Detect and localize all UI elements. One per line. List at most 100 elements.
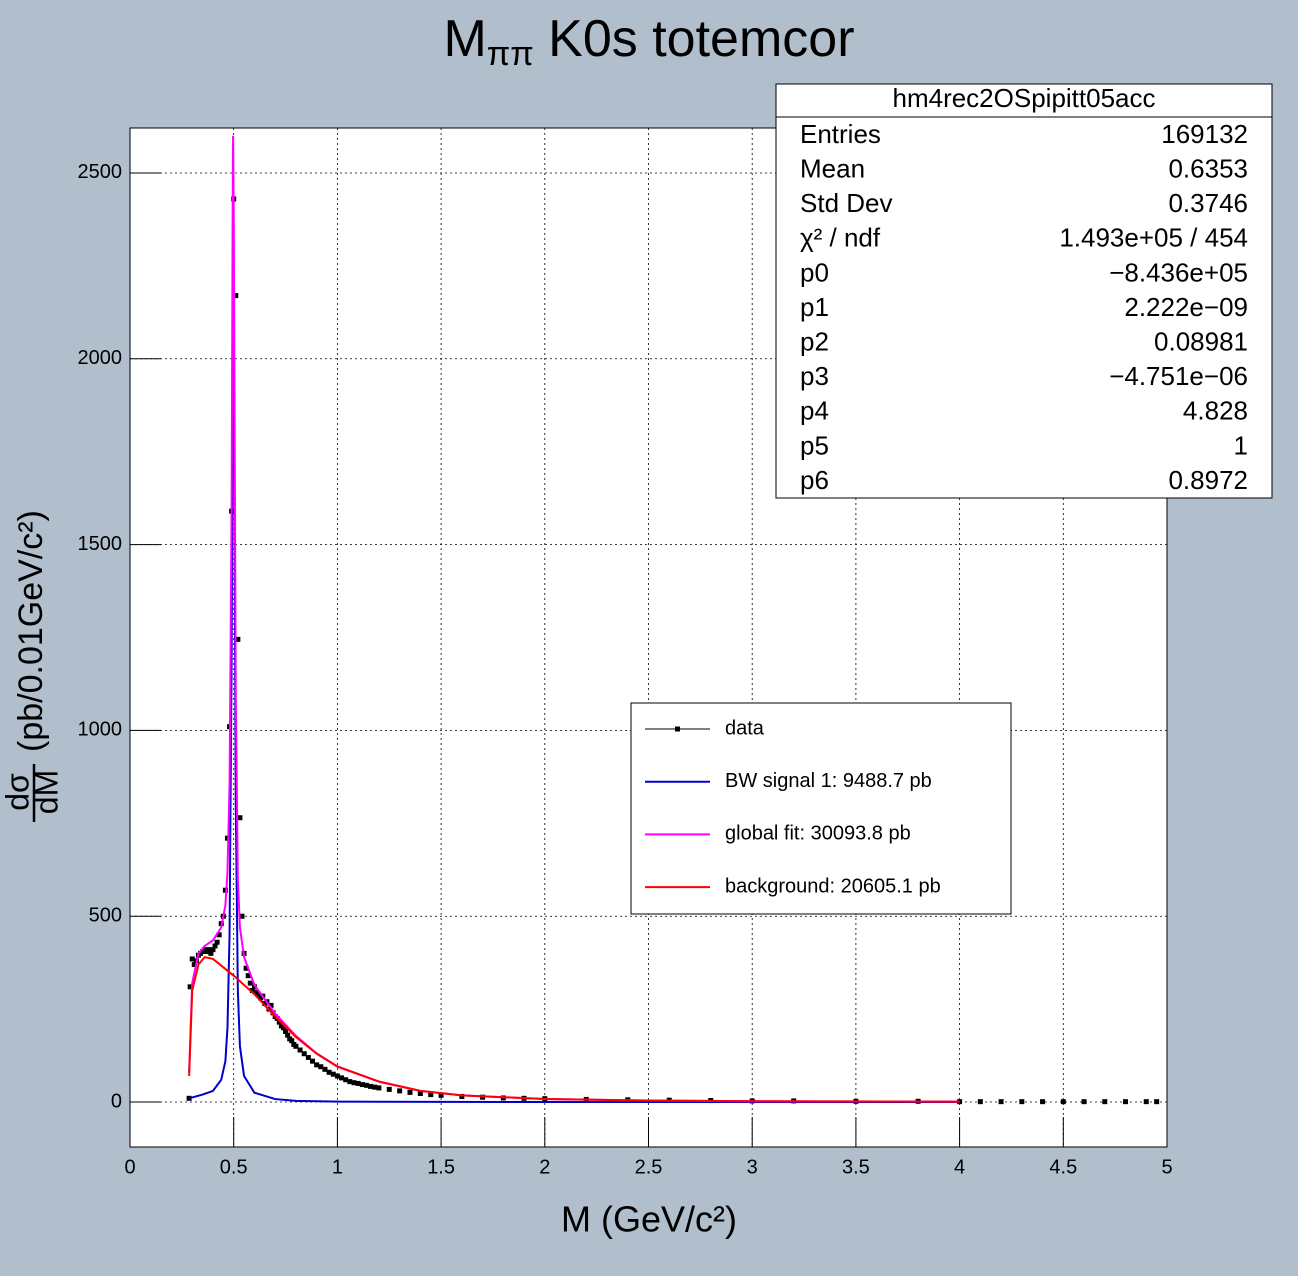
data-point	[1081, 1099, 1087, 1105]
data-point	[1019, 1099, 1025, 1105]
y-label-denominator: dM	[28, 770, 64, 814]
stats-rows: Entries 169132 Mean 0.6353 Std Dev 0.3746 χ² /…	[800, 119, 1248, 495]
data-point	[355, 1080, 361, 1086]
data-point	[245, 973, 251, 979]
data-point	[397, 1088, 403, 1094]
legend: data BW signal 1: 9488.7 pb global fit: 30…	[645, 717, 941, 897]
x-tick-label: 1.5	[427, 1156, 455, 1178]
data-point	[343, 1077, 349, 1083]
data-point	[1143, 1099, 1149, 1105]
data-point	[191, 962, 197, 968]
x-tick-label: 4	[954, 1156, 965, 1178]
data-point	[977, 1099, 983, 1105]
data-point	[407, 1089, 413, 1095]
y-tick-label: 500	[89, 905, 122, 927]
legend-marker	[675, 726, 680, 732]
data-point	[428, 1092, 434, 1098]
data-point	[998, 1099, 1004, 1105]
stats-label: p5	[800, 430, 829, 460]
data-point	[322, 1066, 328, 1072]
data-point	[1060, 1099, 1066, 1105]
stats-label: Mean	[800, 153, 865, 183]
x-tick-label: 1	[332, 1156, 343, 1178]
data-point	[301, 1051, 307, 1057]
data-point	[280, 1025, 286, 1031]
x-tick-label: 2.5	[635, 1156, 663, 1178]
data-point	[208, 950, 214, 956]
data-point	[314, 1062, 320, 1068]
legend-box	[630, 702, 1012, 915]
data-point	[372, 1084, 378, 1090]
stats-value: 0.3746	[1168, 188, 1248, 218]
x-tick-label: 2	[539, 1156, 550, 1178]
stats-label: χ² / ndf	[800, 223, 881, 253]
data-point	[347, 1079, 353, 1085]
data-point	[297, 1047, 303, 1053]
x-tick-label: 4.5	[1049, 1156, 1077, 1178]
x-tick-label: 5	[1161, 1156, 1172, 1178]
data-point	[206, 947, 212, 953]
stats-title: hm4rec2OSpipitt05acc	[892, 83, 1155, 113]
fit-curve	[188, 955, 960, 1103]
data-point	[233, 293, 239, 299]
data-point	[293, 1043, 299, 1049]
data-point	[247, 980, 253, 986]
data-point	[1102, 1099, 1108, 1105]
data-point	[189, 956, 195, 962]
y-tick-label: 2500	[78, 161, 123, 183]
y-tick-label: 0	[111, 1090, 122, 1112]
data-point	[305, 1054, 311, 1060]
data-point	[216, 932, 222, 938]
title-sub: ππ	[487, 35, 534, 73]
stats-label: p0	[800, 257, 829, 287]
data-point	[386, 1086, 392, 1092]
data-point	[283, 1028, 289, 1034]
data-point	[318, 1064, 324, 1070]
data-point	[235, 636, 241, 642]
legend-label: BW signal 1: 9488.7 pb	[725, 770, 932, 792]
stats-value: −8.436e+05	[1109, 257, 1248, 287]
data-point	[270, 1010, 276, 1016]
title-main: M	[443, 10, 486, 68]
stats-label: p4	[800, 396, 829, 426]
data-point	[339, 1075, 345, 1081]
legend-label: global fit: 30093.8 pb	[725, 823, 911, 845]
data-point	[363, 1082, 369, 1088]
data-point	[334, 1073, 340, 1079]
data-point	[438, 1092, 444, 1098]
y-label-unit: (pb/0.01GeV/c²)	[12, 510, 50, 752]
stats-label: Entries	[800, 119, 881, 149]
data-point	[1040, 1099, 1046, 1105]
stats-value: 4.828	[1183, 396, 1248, 426]
data-point	[256, 991, 262, 997]
data-point	[276, 1019, 282, 1025]
data-point	[351, 1080, 357, 1086]
data-point	[1154, 1099, 1160, 1105]
y-tick-label: 1500	[78, 533, 123, 555]
data-point	[243, 965, 249, 971]
y-axis-label: dσ dM (pb/0.01GeV/c²)	[0, 510, 64, 822]
data-point	[251, 984, 257, 990]
x-tick-label: 3	[747, 1156, 758, 1178]
stats-label: Std Dev	[800, 188, 893, 218]
data-point	[210, 947, 216, 953]
data-point	[268, 1002, 274, 1008]
stats-value: 0.8972	[1168, 465, 1248, 495]
stats-value: 169132	[1161, 119, 1248, 149]
stats-label: p3	[800, 361, 829, 391]
legend-label: background: 20605.1 pb	[725, 875, 941, 897]
data-point	[417, 1090, 423, 1096]
data-point	[237, 815, 243, 821]
stats-box	[775, 83, 1273, 499]
plot: 0 0.5 1 1.5 2 2.5 3 3.5 4 4.5 5 0 500 1000 1500 2000 250…	[78, 128, 1173, 1178]
data-point	[249, 988, 255, 994]
data-point	[376, 1085, 382, 1091]
chart-title: Mππ K0s totemcor	[443, 10, 854, 73]
stats-label: p2	[800, 326, 829, 356]
x-tick-label: 3.5	[842, 1156, 870, 1178]
data-point	[1123, 1099, 1129, 1105]
legend-label: data	[725, 717, 765, 739]
stats-value: 1	[1234, 430, 1248, 460]
stats-label: p1	[800, 292, 829, 322]
stats-value: −4.751e−06	[1109, 361, 1248, 391]
